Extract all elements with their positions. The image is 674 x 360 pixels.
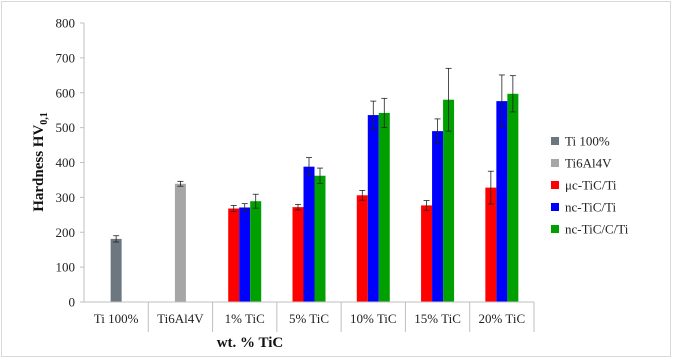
legend-swatch	[551, 225, 559, 233]
bar	[443, 99, 455, 302]
x-axis-title: wt. % TiC	[217, 335, 284, 351]
x-tick-label: 1% TiC	[225, 311, 265, 326]
legend-swatch	[551, 203, 559, 211]
bar	[485, 187, 497, 302]
x-tick-label: Ti 100%	[94, 311, 139, 326]
bar	[356, 195, 368, 302]
legend-label: μc-TiC/Ti	[565, 178, 617, 193]
bar	[421, 205, 433, 302]
legend-swatch	[551, 137, 559, 145]
y-axis-title-main: Hardness HV	[31, 125, 47, 212]
bar	[303, 166, 315, 302]
x-tick-label: 5% TiC	[289, 311, 329, 326]
bar	[174, 183, 186, 302]
bar	[228, 208, 240, 302]
y-tick-label: 100	[56, 260, 76, 275]
bar	[292, 207, 304, 302]
bar	[250, 201, 262, 302]
y-axis-title-subscript: 0,1	[39, 112, 50, 125]
bar	[239, 207, 251, 302]
y-tick-label: 400	[56, 155, 76, 170]
y-tick-labels: 0 100 200 300 400 500 600 700 800	[56, 16, 84, 310]
y-tick-label: 800	[56, 16, 76, 31]
bar	[110, 238, 122, 302]
legend-label: Ti 100%	[565, 134, 610, 149]
y-tick-label: 300	[56, 190, 76, 205]
y-axis-title: Hardness HV0,1	[31, 112, 50, 212]
y-tick-label: 0	[69, 295, 76, 310]
bar	[432, 131, 444, 302]
bar	[496, 101, 508, 303]
x-tick-label: 15% TiC	[414, 311, 461, 326]
legend-swatch	[551, 181, 559, 189]
x-tick-label: Ti6Al4V	[157, 311, 204, 326]
y-tick-label: 200	[56, 225, 76, 240]
bar	[507, 93, 519, 302]
bars	[110, 93, 519, 303]
x-tick-labels: Ti 100% Ti6Al4V 1% TiC 5% TiC 10% TiC 15% TiC…	[94, 311, 525, 326]
bar	[378, 112, 390, 302]
y-tick-label: 700	[56, 50, 76, 65]
x-tick-label: 20% TiC	[479, 311, 526, 326]
y-tick-label: 600	[56, 85, 76, 100]
y-tick-label: 500	[56, 120, 76, 135]
x-tick-label: 10% TiC	[350, 311, 397, 326]
bar	[367, 115, 379, 302]
legend-label: nc-TiC/C/Ti	[565, 222, 629, 237]
bar	[314, 175, 326, 302]
legend-swatch	[551, 159, 559, 167]
error-bars	[113, 67, 516, 243]
legend: Ti 100% Ti6Al4V μc-TiC/Ti nc-TiC/Ti nc-TiC/C…	[551, 134, 629, 237]
legend-label: Ti6Al4V	[565, 156, 612, 171]
category-dividers	[147, 302, 535, 332]
legend-label: nc-TiC/Ti	[565, 200, 616, 215]
